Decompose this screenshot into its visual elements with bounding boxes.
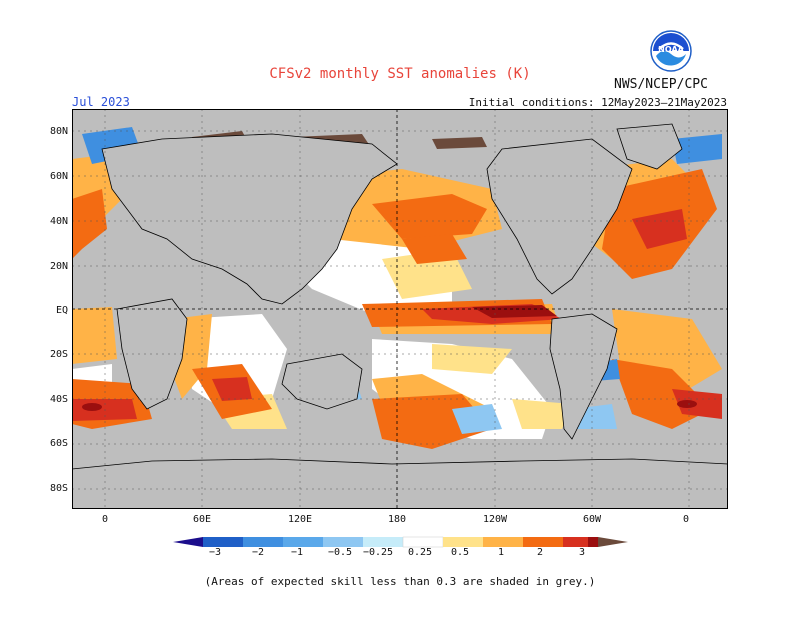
antarctica (72, 458, 728, 509)
lat-label-eq: EQ (55, 305, 68, 316)
colorbar-bin (243, 537, 283, 547)
equator-dateline (72, 109, 728, 509)
valid-month-label: Jul 2023 (72, 95, 130, 109)
lat-label-60n: 60N (49, 171, 68, 182)
colorbar-bin (323, 537, 363, 547)
lon-label-0-east: 0 (682, 514, 690, 525)
colorbar-bin (563, 537, 588, 547)
logo-text: NOAA (658, 45, 684, 54)
lon-label-180: 180 (387, 514, 407, 525)
colorbar-tick: 3 (578, 547, 586, 558)
colorbar-tick: 0.25 (407, 547, 433, 558)
north-america (486, 138, 633, 295)
colorbar-bin (402, 536, 444, 548)
lon-label-120w: 120W (482, 514, 508, 525)
lon-label-60e: 60E (192, 514, 212, 525)
lat-label-20n: 20N (49, 261, 68, 272)
lat-label-20s: 20S (49, 349, 68, 360)
africa (116, 298, 188, 410)
colorbar-bin (363, 537, 403, 547)
lat-label-40s: 40S (49, 394, 68, 405)
australia (281, 353, 363, 410)
colorbar-max-arrow (598, 537, 628, 547)
colorbar-tick: −1 (290, 547, 304, 558)
organization-label: NWS/NCEP/CPC (614, 77, 708, 92)
lon-label-0: 0 (101, 514, 109, 525)
colorbar-tick: −0.5 (327, 547, 353, 558)
lat-label-80n: 80N (49, 126, 68, 137)
anomaly-above-3 (82, 305, 697, 411)
south-america (549, 313, 618, 440)
colorbar (173, 536, 628, 548)
noaa-logo: NOAA (650, 30, 692, 72)
lat-label-40n: 40N (49, 216, 68, 227)
colorbar-bin (523, 537, 563, 547)
colorbar-bin (483, 537, 523, 547)
colorbar-bin (443, 537, 483, 547)
chart-title: CFSv2 monthly SST anomalies (K) (269, 66, 531, 82)
colorbar-bin (283, 537, 323, 547)
lon-label-60w: 60W (582, 514, 602, 525)
lon-label-120e: 120E (287, 514, 313, 525)
colorbar-tick: 2 (536, 547, 544, 558)
colorbar-tick: 1 (497, 547, 505, 558)
colorbar-bin (588, 537, 598, 547)
colorbar-tick: −2 (251, 547, 265, 558)
land-masses (72, 123, 728, 509)
colorbar-min-arrow (173, 537, 203, 547)
initial-conditions-label: Initial conditions: 12May2023–21May2023 (468, 96, 727, 109)
colorbar-tick: 0.5 (450, 547, 470, 558)
lat-label-80s: 80S (49, 483, 68, 494)
greenland (616, 123, 683, 170)
eurasia (101, 133, 398, 305)
footnote: (Areas of expected skill less than 0.3 a… (204, 575, 596, 588)
colorbar-tick: −0.25 (362, 547, 394, 558)
lat-label-60s: 60S (49, 438, 68, 449)
sst-anomaly-map (72, 109, 728, 509)
map-frame (72, 109, 728, 509)
colorbar-tick: −3 (208, 547, 222, 558)
colorbar-bin (203, 537, 243, 547)
